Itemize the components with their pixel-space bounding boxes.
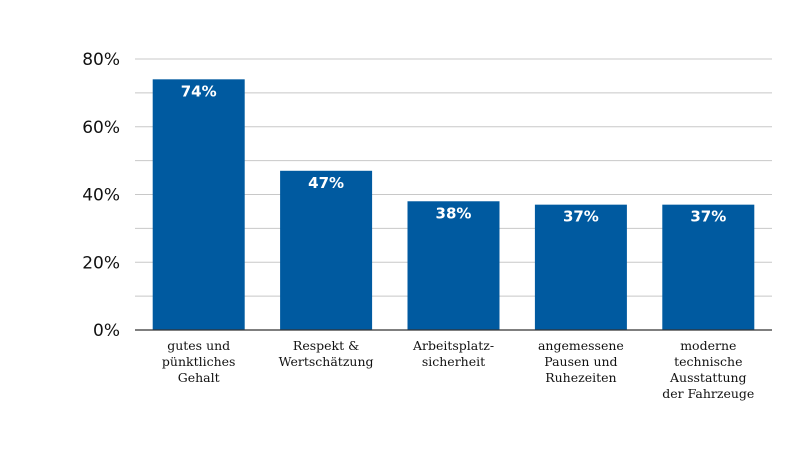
category-label: Ausstattung <box>669 370 747 385</box>
data-label: 37% <box>690 208 726 226</box>
y-tick-label: 20% <box>82 253 120 273</box>
y-tick-label: 0% <box>93 321 120 341</box>
bar <box>152 79 245 330</box>
category-label: gutes und <box>167 338 230 353</box>
category-label: angemessene <box>538 338 624 353</box>
category-label: der Fahrzeuge <box>662 386 754 401</box>
category-label: moderne <box>680 338 736 353</box>
bars <box>152 79 755 330</box>
category-label: Respekt & <box>293 338 359 353</box>
y-tick-label: 60% <box>82 118 120 138</box>
data-labels: 74% 47% 38% 37% 37% <box>181 82 727 225</box>
category-label: technische <box>674 354 742 369</box>
data-label: 47% <box>308 174 344 192</box>
y-tick-labels: 0% 20% 40% 60% 80% <box>82 50 120 341</box>
data-label: 74% <box>181 82 217 100</box>
category-label: Ruhezeiten <box>545 370 616 385</box>
bar <box>662 204 755 330</box>
category-label: pünktliches <box>162 354 236 369</box>
category-label: Wertschätzung <box>279 354 374 369</box>
bar <box>534 204 627 330</box>
data-label: 37% <box>563 208 599 226</box>
category-label: Gehalt <box>178 370 220 385</box>
y-tick-label: 40% <box>82 186 120 206</box>
category-label: Arbeitsplatz- <box>412 338 494 353</box>
bar <box>280 170 373 330</box>
y-tick-label: 80% <box>82 50 120 70</box>
category-label: Pausen und <box>544 354 617 369</box>
bar <box>407 201 500 330</box>
category-label: sicherheit <box>422 354 485 369</box>
data-label: 38% <box>436 204 472 222</box>
